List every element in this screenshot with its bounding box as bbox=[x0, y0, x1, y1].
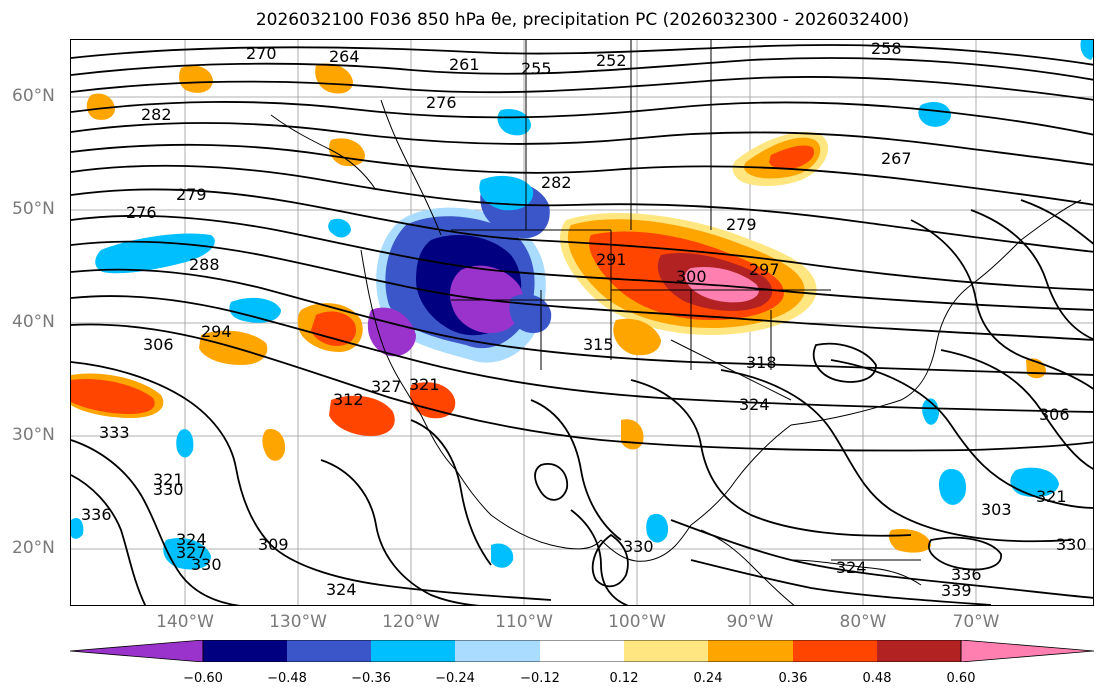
contour-label: 327 bbox=[371, 377, 402, 396]
contour-label: 315 bbox=[583, 335, 614, 354]
lon-label-100w: 100°W bbox=[608, 612, 666, 632]
contour-label: 291 bbox=[596, 250, 627, 269]
colorbar-tick: −0.24 bbox=[435, 671, 475, 686]
contour-label: 264 bbox=[329, 47, 360, 66]
lat-label-50n: 50°N bbox=[12, 199, 55, 219]
contour-label: 327 bbox=[176, 543, 207, 562]
contour-label: 309 bbox=[258, 535, 289, 554]
shaded-regions bbox=[71, 40, 1093, 570]
colorbar-bin bbox=[877, 640, 961, 662]
map-title: 2026032100 F036 850 hPa θe, precipitatio… bbox=[255, 10, 910, 30]
contour-label: 324 bbox=[176, 530, 207, 549]
contour-label: 330 bbox=[1056, 535, 1087, 554]
colorbar-bin bbox=[455, 640, 540, 662]
contour-label: 330 bbox=[623, 537, 654, 556]
contour-label: 261 bbox=[449, 55, 480, 74]
contour-label: 288 bbox=[189, 255, 220, 274]
contour-label: 279 bbox=[726, 215, 757, 234]
colorbar-bin bbox=[624, 640, 708, 662]
colorbar-tick: 0.60 bbox=[946, 671, 976, 686]
lon-label-130w: 130°W bbox=[269, 612, 327, 632]
contour-label: 336 bbox=[81, 505, 112, 524]
lon-label-110w: 110°W bbox=[495, 612, 553, 632]
lon-label-140w: 140°W bbox=[156, 612, 214, 632]
contour-label: 336 bbox=[951, 565, 982, 584]
contour-label: 267 bbox=[881, 149, 912, 168]
contour-label: 324 bbox=[326, 580, 357, 599]
contour-label: 276 bbox=[426, 93, 457, 112]
lat-label-60n: 60°N bbox=[12, 86, 55, 106]
contour-label: 294 bbox=[201, 322, 232, 341]
contour-label: 312 bbox=[333, 390, 364, 409]
contour-label: 339 bbox=[941, 581, 972, 600]
colorbar-tick: 0.24 bbox=[693, 671, 723, 686]
colorbar-bin bbox=[371, 640, 455, 662]
contour-label: 321 bbox=[1036, 487, 1067, 506]
colorbar-bin bbox=[708, 640, 793, 662]
lon-label-70w: 70°W bbox=[952, 612, 1000, 632]
contour-label: 252 bbox=[596, 51, 627, 70]
colorbar-tick: −0.48 bbox=[267, 671, 307, 686]
contour-label: 324 bbox=[836, 558, 867, 577]
colorbar bbox=[70, 640, 1094, 662]
contour-label: 324 bbox=[739, 395, 770, 414]
colorbar-tick: 0.12 bbox=[609, 671, 639, 686]
colorbar-bin bbox=[793, 640, 877, 662]
colorbar-tick: −0.12 bbox=[520, 671, 560, 686]
colorbar-tick: −0.60 bbox=[183, 671, 223, 686]
lat-label-30n: 30°N bbox=[12, 425, 55, 445]
colorbar-tick: −0.36 bbox=[351, 671, 391, 686]
contour-label: 276 bbox=[126, 203, 157, 222]
lat-label-40n: 40°N bbox=[12, 312, 55, 332]
contour-label: 282 bbox=[141, 105, 172, 124]
contour-label: 333 bbox=[99, 423, 130, 442]
map-svg: 270 264 261 255 252 258 282 276 267 279 … bbox=[71, 40, 1093, 605]
contour-label: 321 bbox=[409, 375, 440, 394]
contour-label: 306 bbox=[1039, 405, 1070, 424]
lon-label-90w: 90°W bbox=[726, 612, 774, 632]
colorbar-extend-low bbox=[70, 640, 204, 662]
contour-lines bbox=[71, 44, 1093, 605]
contour-label: 270 bbox=[246, 44, 277, 63]
contour-labels: 270 264 261 255 252 258 282 276 267 279 … bbox=[81, 40, 1087, 600]
colorbar-bin bbox=[287, 640, 371, 662]
lon-label-80w: 80°W bbox=[839, 612, 887, 632]
contour-label: 255 bbox=[521, 59, 552, 78]
colorbar-tick: 0.48 bbox=[862, 671, 892, 686]
contour-label: 330 bbox=[153, 480, 184, 499]
colorbar-tick: 0.36 bbox=[778, 671, 808, 686]
colorbar-outline bbox=[202, 640, 962, 662]
colorbar-extend-high bbox=[960, 640, 1094, 662]
contour-label: 318 bbox=[746, 353, 777, 372]
contour-label: 321 bbox=[153, 470, 184, 489]
contour-label: 297 bbox=[749, 260, 780, 279]
lat-label-20n: 20°N bbox=[12, 538, 55, 558]
coastlines bbox=[270, 40, 1082, 605]
contour-label: 279 bbox=[176, 185, 207, 204]
contour-label: 282 bbox=[541, 173, 572, 192]
contour-label: 300 bbox=[676, 267, 707, 286]
contour-label: 303 bbox=[981, 500, 1012, 519]
lon-label-120w: 120°W bbox=[382, 612, 440, 632]
contour-label: 330 bbox=[191, 555, 222, 574]
contour-label: 258 bbox=[871, 40, 902, 58]
contour-label: 306 bbox=[143, 335, 174, 354]
colorbar-bin bbox=[540, 640, 624, 662]
colorbar-bin bbox=[203, 640, 287, 662]
map-panel: 270 264 261 255 252 258 282 276 267 279 … bbox=[70, 39, 1094, 606]
